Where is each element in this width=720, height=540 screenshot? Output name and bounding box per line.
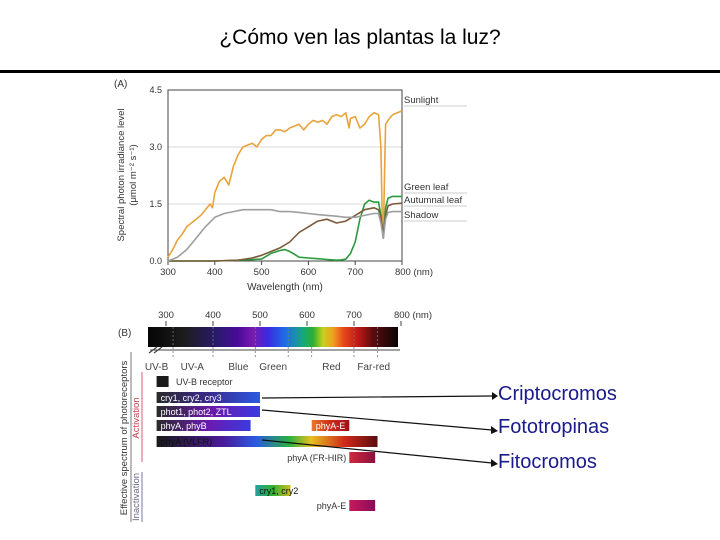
arrowhead-fototropinas xyxy=(491,426,498,434)
panel-b-label: (B) xyxy=(118,328,131,339)
x-tick-label: 700 xyxy=(347,267,363,278)
arrow-criptocromos xyxy=(261,395,493,399)
y-axis-title-line2: (μmol m⁻² s⁻¹) xyxy=(128,144,139,205)
bar-label-cry1-cry2: cry1, cry2 xyxy=(259,486,298,496)
bar-label-cry1-cry2-cry3: cry1, cry2, cry3 xyxy=(161,393,222,403)
callout-fototropinas: Fototropinas xyxy=(498,416,610,438)
y-tick-label: 1.5 xyxy=(149,199,162,209)
callout-fitocromos: Fitocromos xyxy=(498,451,597,473)
spectrum-tick-label: 800 (nm) xyxy=(394,310,432,321)
title-rule xyxy=(0,70,720,73)
bar-label-phot1-phot2-ztl: phot1, phot2, ZTL xyxy=(161,407,232,417)
spectrum-tick-label: 300 xyxy=(158,310,174,321)
y-tick-label: 3.0 xyxy=(149,142,162,152)
inactivation-label: Inactivation xyxy=(131,473,142,521)
spectrum-tick-label: 700 xyxy=(346,310,362,321)
photoreceptor-bars: UV-B receptor cry1, cry2, cry3 phot1, phot… xyxy=(156,376,378,511)
arrowhead-criptocromos xyxy=(492,392,498,400)
x-tick-label: 600 xyxy=(300,267,316,278)
panel-a-label: (A) xyxy=(114,79,127,90)
bar-cry1-cry2 xyxy=(255,485,291,496)
region-labels: UV-B UV-A Blue Green Red Far-red xyxy=(145,362,390,373)
bar-label-phya-phyb: phyA, phyB xyxy=(161,421,207,431)
region-uv-b: UV-B xyxy=(145,362,169,373)
x-axis-title: Wavelength (nm) xyxy=(247,282,323,293)
region-dividers xyxy=(172,327,378,358)
region-red: Red xyxy=(322,362,340,373)
bar-label-phya-vlfr-: phyA (VLFR) xyxy=(161,437,213,447)
spectrum-tick-label: 500 xyxy=(252,310,268,321)
legend-green-leaf: Green leaf xyxy=(404,182,449,193)
grid xyxy=(168,89,402,262)
arrow-fototropinas xyxy=(261,409,493,431)
bar-label-uv-b-receptor: UV-B receptor xyxy=(176,377,233,387)
y-tick-label: 4.5 xyxy=(149,85,162,95)
legend: Sunlight Green leaf Autumnal leaf Shadow xyxy=(404,95,467,222)
spectrum-ticks: 300 400 500 600 700 800 (nm) xyxy=(158,310,432,326)
legend-autumnal-leaf: Autumnal leaf xyxy=(404,195,462,206)
series-shadow xyxy=(167,208,402,262)
series-sunlight xyxy=(167,110,403,258)
series-lines xyxy=(167,110,403,262)
legend-sunlight: Sunlight xyxy=(404,95,439,106)
bar-phya-fr-hir- xyxy=(349,452,376,463)
callout-arrows xyxy=(261,392,498,467)
bar-uv-b-receptor xyxy=(156,376,169,387)
bar-label-phya-e: phyA-E xyxy=(316,421,346,431)
region-uv-a: UV-A xyxy=(181,362,205,373)
callout-criptocromos: Criptocromos xyxy=(498,383,617,405)
legend-shadow: Shadow xyxy=(404,210,438,221)
arrowhead-fitocromos xyxy=(491,459,498,467)
y-axis-title-line1: Spectral photon irradiance level xyxy=(116,108,127,241)
spectrum-tick-label: 400 xyxy=(205,310,221,321)
region-green: Green xyxy=(259,362,287,373)
x-tick-label: 500 xyxy=(254,267,270,278)
bar-cry1-cry2-cry3 xyxy=(156,392,260,403)
x-ticks: 300 400 500 600 700 800 (nm) xyxy=(160,261,433,278)
x-tick-label: 400 xyxy=(207,267,223,278)
axis-break xyxy=(148,346,400,354)
spectrum-band xyxy=(148,327,398,347)
x-tick-label: 300 xyxy=(160,267,176,278)
bar-phya-e xyxy=(349,500,376,511)
region-blue: Blue xyxy=(228,362,248,373)
bar-label-phya-fr-hir-: phyA (FR-HIR) xyxy=(287,453,346,463)
plot-frame xyxy=(167,89,403,262)
region-far-red: Far-red xyxy=(357,362,390,373)
bar-phya-e xyxy=(311,420,350,431)
x-tick-label: 800 (nm) xyxy=(395,267,433,278)
y-tick-label: 0.0 xyxy=(149,256,162,266)
bar-phya-phyb xyxy=(156,420,251,431)
bar-phot1-phot2-ztl xyxy=(156,406,260,417)
y-axis-title: Spectral photon irradiance level (μmol m… xyxy=(116,108,139,241)
spectrum-tick-label: 600 xyxy=(299,310,315,321)
y-ticks: 0.0 1.5 3.0 4.5 xyxy=(149,85,162,266)
arrow-fitocromos xyxy=(261,439,493,464)
activation-label: Activation xyxy=(131,397,142,438)
bar-phya-vlfr- xyxy=(156,436,378,447)
photoreceptor-axis-title: Effective spectrum of photoreceptors xyxy=(119,360,130,515)
bar-label-phya-e: phyA-E xyxy=(317,501,347,511)
slide-title: ¿Cómo ven las plantas la luz? xyxy=(219,26,501,49)
